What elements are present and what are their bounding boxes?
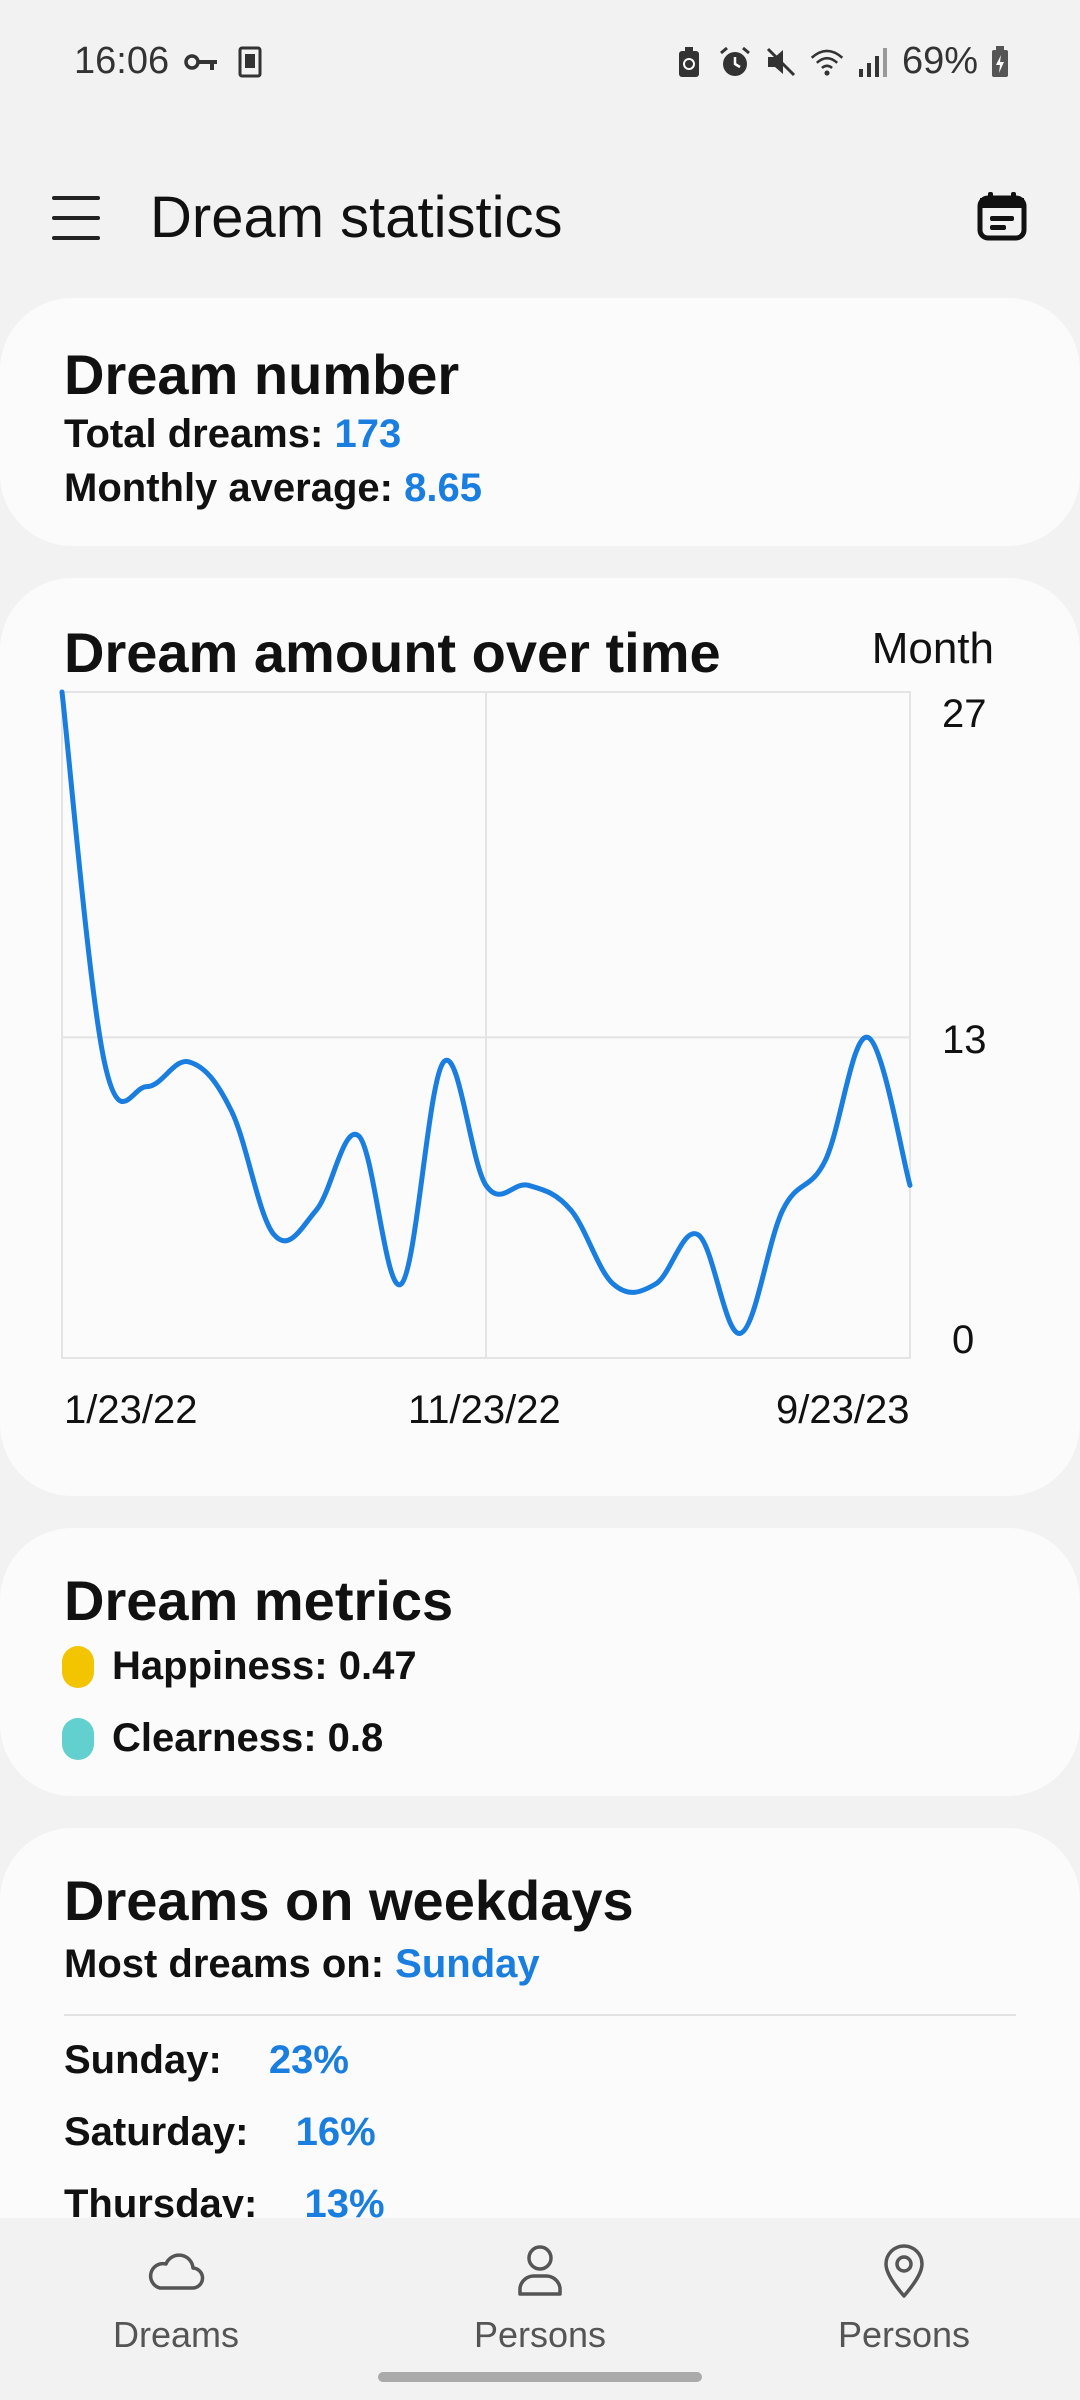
weekday-percent: 23% [268,2038,349,2082]
weekday-percent: 16% [295,2110,376,2154]
cloud-icon [148,2253,205,2290]
metrics-title: Dream metrics [64,1569,454,1632]
battery-icon [992,45,1008,77]
nav-item-places[interactable]: Persons [774,2238,1034,2356]
page-title: Dream statistics [150,185,563,250]
nav-item-dreams[interactable]: Dreams [46,2238,306,2356]
x-tick-label: 9/23/23 [776,1388,910,1432]
vpn-key-icon [184,54,217,70]
y-tick-label: 13 [942,1018,987,1062]
nav-label: Persons [473,2314,607,2355]
mute-icon [766,47,795,76]
battery-percent: 69% [901,40,978,82]
clearness-metric: Clearness: 0.8 [112,1716,384,1760]
total-dreams: Total dreams: 173 [64,412,401,457]
clearness-color-dot [62,1718,94,1760]
line-chart [59,689,913,1359]
monthly-average-label: Monthly average: [64,466,393,510]
bottom-navigation: Dreams Persons Persons [0,2218,1080,2400]
chart-title: Dream amount over time [64,621,721,684]
app-bar: Dream statistics [0,170,1080,270]
total-dreams-value: 173 [334,412,402,456]
alarm-icon [719,46,750,76]
nav-label: Dreams [112,2314,240,2355]
wifi-icon [810,49,844,76]
menu-icon[interactable] [48,190,104,246]
dream-metrics-card: Dream metrics Happiness: 0.47 Clearness:… [0,1528,1080,1796]
weekday-row: Sunday: 23% [64,2038,349,2083]
most-dreams-value: Sunday [395,1942,540,1986]
weekday-row: Saturday: 16% [64,2110,376,2155]
y-tick-label: 27 [942,692,987,736]
most-dreams-day: Most dreams on: Sunday [64,1942,540,1987]
status-bar: 16:06 [0,0,1080,120]
weekday-label: Sunday: [64,2038,222,2082]
y-tick-label: 0 [952,1318,975,1362]
home-indicator[interactable] [378,2372,702,2382]
app-notification-icon [238,46,262,78]
happiness-metric: Happiness: 0.47 [112,1644,417,1688]
weekday-label: Saturday: [64,2110,249,2154]
signal-icon [858,47,887,77]
battery-saver-icon [678,46,699,77]
monthly-average: Monthly average: 8.65 [64,466,482,511]
nav-label: Persons [837,2314,971,2355]
happiness-color-dot [62,1646,94,1688]
calendar-icon[interactable] [974,188,1030,244]
monthly-average-value: 8.65 [404,466,482,510]
total-dreams-label: Total dreams: [64,412,324,456]
dream-chart-card: Dream amount over time Month 27 13 0 1/2… [0,578,1080,1496]
period-selector[interactable]: Month [871,624,994,673]
weekdays-title: Dreams on weekdays [64,1869,634,1932]
x-tick-label: 1/23/22 [64,1388,198,1432]
x-tick-label: 11/23/22 [408,1388,561,1432]
series-line [59,689,913,1336]
status-time: 16:06 [74,40,170,82]
person-icon [518,2245,562,2296]
dream-number-card: Dream number Total dreams: 173 Monthly a… [0,298,1080,546]
dream-number-title: Dream number [64,343,460,406]
location-pin-icon [884,2244,924,2298]
nav-item-persons[interactable]: Persons [410,2238,670,2356]
divider [64,2014,1016,2016]
most-dreams-label: Most dreams on: [64,1942,385,1986]
